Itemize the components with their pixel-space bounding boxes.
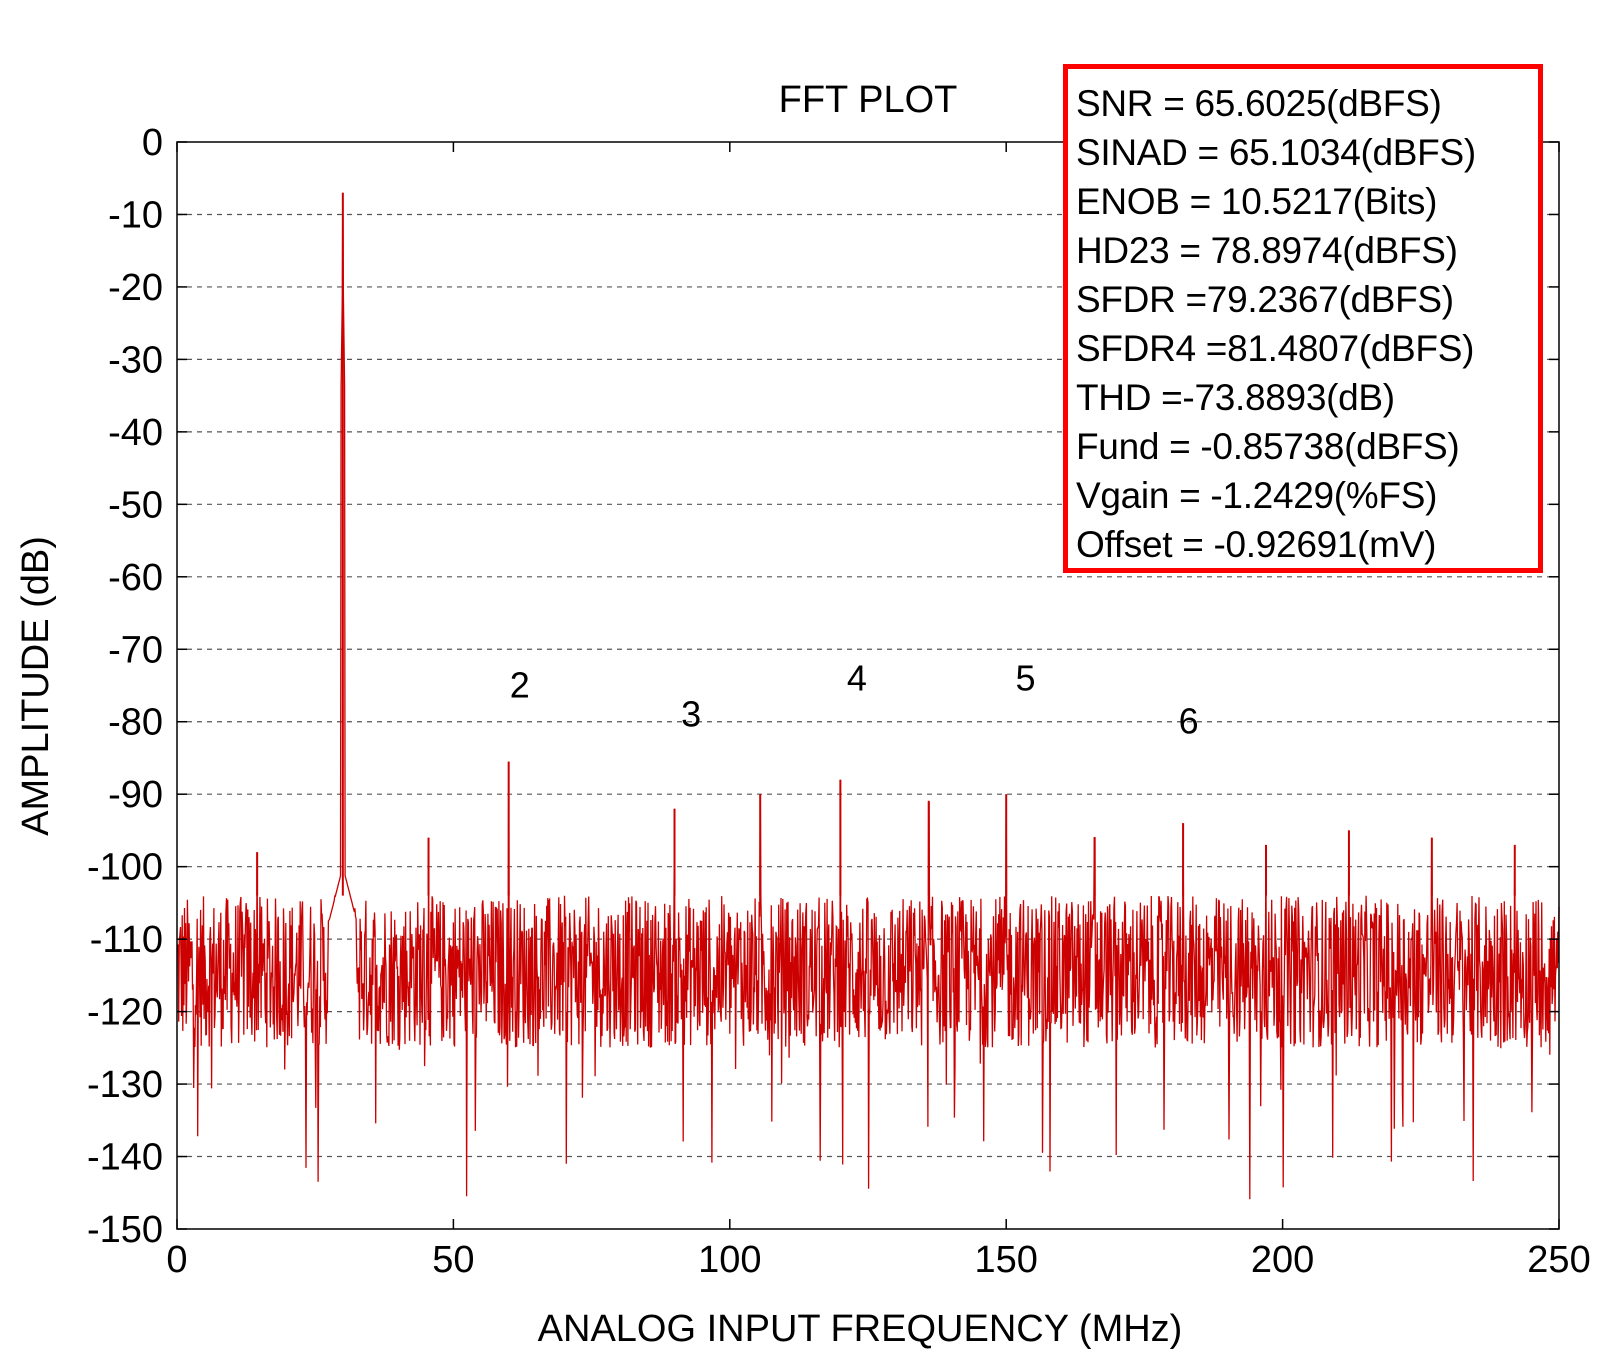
metric-sfdr: SFDR =79.2367(dBFS): [1076, 279, 1454, 320]
y-tick-label-14: -140: [87, 1137, 163, 1179]
y-tick-label-9: -90: [108, 774, 163, 816]
x-tick-label-2: 100: [698, 1239, 761, 1281]
metric-hd23: HD23 = 78.8974(dBFS): [1076, 230, 1458, 271]
y-tick-label-11: -110: [90, 919, 163, 961]
x-axis-title: ANALOG INPUT FREQUENCY (MHz): [538, 1308, 1183, 1350]
x-tick-label-1: 50: [432, 1239, 474, 1281]
harmonic-labels: 2 3 4 5 6: [510, 657, 1199, 741]
y-tick-label-12: -120: [87, 992, 163, 1034]
metric-sinad: SINAD = 65.1034(dBFS): [1076, 132, 1476, 173]
harmonic-label-4: 4: [847, 657, 867, 698]
metric-enob: ENOB = 10.5217(Bits): [1076, 181, 1438, 222]
y-tick-labels: 0 -10 -20 -30 -40 -50 -60 -70 -80 -90 -100 -110 -120…: [87, 122, 163, 1251]
x-tick-labels: 0 50 100 150 200 250: [166, 1239, 1590, 1281]
y-tick-label-8: -80: [108, 702, 163, 744]
metric-offset: Offset = -0.92691(mV): [1076, 524, 1437, 565]
metric-fund: Fund = -0.85738(dBFS): [1076, 426, 1460, 467]
chart-title: FFT PLOT: [779, 79, 958, 121]
y-tick-label-3: -30: [108, 339, 163, 381]
y-tick-label-10: -100: [87, 847, 163, 889]
plot-frame: [176, 141, 1560, 1230]
metric-sfdr4: SFDR4 =81.4807(dBFS): [1076, 328, 1475, 369]
y-tick-label-2: -20: [108, 267, 163, 309]
x-tick-label-3: 150: [974, 1239, 1037, 1281]
spectrum-trace: [176, 192, 1560, 1200]
y-tick-label-7: -70: [108, 629, 163, 671]
harmonic-label-2: 2: [510, 665, 530, 706]
metric-snr: SNR = 65.6025(dBFS): [1076, 83, 1442, 124]
y-tick-label-4: -40: [108, 412, 163, 454]
harmonic-label-5: 5: [1016, 657, 1036, 698]
y-tick-label-5: -50: [108, 484, 163, 526]
y-tick-label-6: -60: [108, 557, 163, 599]
x-tick-label-4: 200: [1251, 1239, 1314, 1281]
harmonic-label-6: 6: [1179, 701, 1199, 742]
metrics-box: SNR = 65.6025(dBFS) SINAD = 65.1034(dBFS…: [1063, 64, 1543, 573]
harmonic-label-3: 3: [681, 693, 701, 734]
axis-ticks: [176, 141, 1560, 1230]
y-tick-label-13: -130: [87, 1064, 163, 1106]
x-tick-label-0: 0: [166, 1239, 187, 1281]
metric-thd: THD =-73.8893(dB): [1076, 377, 1395, 418]
x-tick-label-5: 250: [1527, 1239, 1590, 1281]
spectrum-line: [176, 192, 1560, 1200]
y-axis-title: AMPLITUDE (dB): [15, 536, 57, 836]
metric-vgain: Vgain = -1.2429(%FS): [1076, 475, 1438, 516]
y-tick-label-0: 0: [142, 122, 163, 164]
y-tick-label-15: -150: [87, 1209, 163, 1251]
y-tick-label-1: -10: [108, 194, 163, 236]
